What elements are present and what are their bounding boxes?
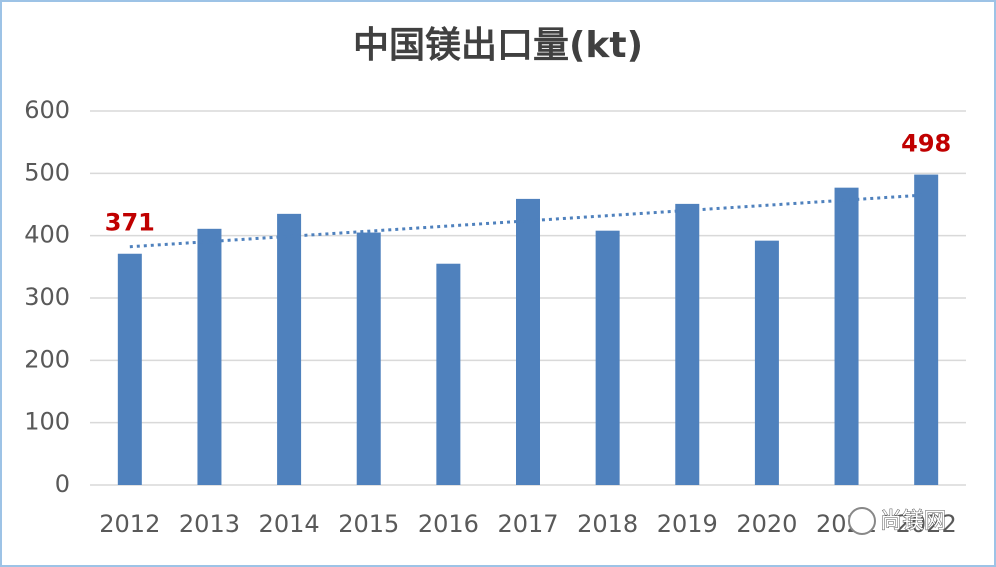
y-tick-label: 600 xyxy=(24,96,70,124)
bar xyxy=(595,230,620,485)
bar xyxy=(754,240,779,485)
bar xyxy=(277,213,302,485)
chart-title: 中国镁出口量(kt) xyxy=(353,25,643,66)
data-label: 371 xyxy=(105,209,155,237)
x-tick-label: 2020 xyxy=(736,510,797,538)
y-tick-label: 400 xyxy=(24,221,70,249)
trendline xyxy=(129,193,927,249)
x-tick-label: 2015 xyxy=(338,510,399,538)
watermark: 尚镁网 xyxy=(880,509,946,534)
x-tick-label: 2022 xyxy=(896,510,957,538)
x-tick-label: 2016 xyxy=(418,510,479,538)
y-tick-label: 0 xyxy=(55,470,70,498)
y-tick-label: 500 xyxy=(24,158,70,186)
data-label: 498 xyxy=(901,130,951,158)
bar xyxy=(197,228,222,485)
y-tick-label: 300 xyxy=(24,283,70,311)
x-tick-label: 2017 xyxy=(497,510,558,538)
x-tick-label: 2019 xyxy=(657,510,718,538)
x-tick-label: 2013 xyxy=(179,510,240,538)
bar xyxy=(834,187,859,486)
x-tick-label: 2014 xyxy=(259,510,320,538)
bar xyxy=(914,174,939,485)
bar xyxy=(117,253,142,485)
bar xyxy=(436,263,461,485)
bar xyxy=(356,232,381,485)
watermark-icon xyxy=(848,507,876,535)
y-tick-label: 100 xyxy=(24,408,70,436)
x-tick-label: 2018 xyxy=(577,510,638,538)
y-tick-label: 200 xyxy=(24,345,70,373)
bar xyxy=(675,203,700,486)
x-tick-label: 2012 xyxy=(99,510,160,538)
bar xyxy=(516,198,540,485)
